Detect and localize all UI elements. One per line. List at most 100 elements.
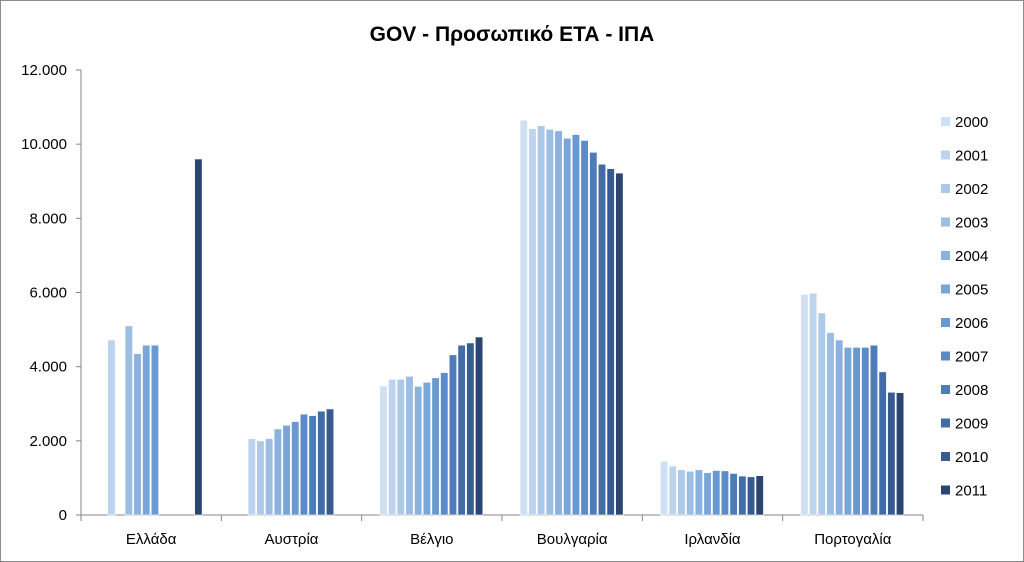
x-category-label: Αυστρία xyxy=(265,531,319,548)
bar xyxy=(308,415,317,516)
y-tick-label: 2.000 xyxy=(29,433,67,450)
bar xyxy=(325,408,335,516)
bar xyxy=(317,410,326,516)
bar xyxy=(133,353,142,516)
y-tick-label: 10.000 xyxy=(21,136,67,153)
bar xyxy=(422,381,431,516)
legend-label: 2009 xyxy=(955,416,988,433)
bar xyxy=(869,344,879,516)
bar xyxy=(843,347,852,516)
bar xyxy=(729,473,738,516)
bar xyxy=(686,470,695,516)
bar xyxy=(746,476,756,516)
legend-swatch xyxy=(941,385,950,394)
bar xyxy=(563,137,572,516)
bar xyxy=(291,421,300,516)
legend-swatch xyxy=(941,485,950,495)
bar xyxy=(817,312,826,516)
bar xyxy=(755,475,764,516)
legend-swatch xyxy=(941,284,950,294)
legend-swatch xyxy=(941,217,950,227)
legend-label: 2011 xyxy=(955,483,987,500)
bar xyxy=(142,344,151,516)
bar xyxy=(448,354,458,516)
bar xyxy=(388,378,397,516)
chart-axes: 0 2.000 4.000 6.000 8.000 10.000 12.000 Ελλάδα Α… xyxy=(21,62,924,548)
bar xyxy=(519,119,528,516)
legend-label: 2006 xyxy=(955,315,988,332)
bar xyxy=(475,336,484,516)
bar xyxy=(379,385,388,516)
bar xyxy=(852,347,861,516)
bar xyxy=(150,344,159,516)
bar xyxy=(528,128,537,516)
x-category-label: Βέλγιο xyxy=(410,531,453,548)
chart-legend: 2000 2001 2002 2003 2004 2005 2006 2007 2008 2009… xyxy=(941,114,988,500)
legend-swatch xyxy=(941,452,950,461)
legend-swatch xyxy=(941,351,950,361)
bar xyxy=(545,129,554,516)
legend-label: 2003 xyxy=(955,215,988,232)
bar xyxy=(265,438,274,516)
bar xyxy=(431,377,440,516)
bar xyxy=(660,460,669,516)
bar xyxy=(677,469,686,516)
bar xyxy=(457,344,466,516)
bar xyxy=(800,294,809,516)
bar xyxy=(703,472,712,516)
bar xyxy=(878,371,887,516)
legend-swatch xyxy=(941,117,950,126)
bar xyxy=(405,376,414,516)
bar xyxy=(124,325,133,516)
bar xyxy=(712,470,721,516)
bar xyxy=(554,130,563,516)
y-tick-label: 0 xyxy=(59,507,67,524)
legend-label: 2010 xyxy=(955,449,988,466)
y-tick-label: 4.000 xyxy=(29,359,67,376)
chart-bars xyxy=(107,119,905,516)
x-category-label: Βουλγαρία xyxy=(537,531,608,548)
legend-swatch xyxy=(941,418,950,428)
bar xyxy=(247,438,256,516)
bar xyxy=(256,440,265,516)
legend-label: 2004 xyxy=(955,248,988,265)
legend-label: 2007 xyxy=(955,349,988,366)
bar xyxy=(826,332,835,516)
bar xyxy=(537,125,546,516)
bar xyxy=(396,378,405,516)
bar xyxy=(571,134,580,516)
bar xyxy=(668,465,677,516)
bar xyxy=(896,392,905,516)
chart-title: GOV - Προσωπικό ΕΤΑ - ΙΠΑ xyxy=(370,23,655,46)
legend-swatch xyxy=(941,184,950,193)
bar xyxy=(440,372,449,516)
bar xyxy=(887,391,896,516)
bar xyxy=(194,158,203,516)
x-category-label: Πορτογαλία xyxy=(814,531,892,548)
bar xyxy=(738,475,747,516)
legend-swatch xyxy=(941,150,950,160)
bar xyxy=(299,413,308,516)
bar xyxy=(282,424,291,516)
legend-label: 2008 xyxy=(955,382,988,399)
bar xyxy=(835,339,844,516)
bar xyxy=(615,172,624,516)
legend-label: 2005 xyxy=(955,282,988,299)
bar xyxy=(861,347,870,516)
bar xyxy=(606,168,615,516)
x-category-label: Ιρλανδία xyxy=(684,531,741,548)
legend-swatch xyxy=(941,251,950,260)
bar xyxy=(107,339,116,516)
bar xyxy=(414,386,423,516)
bar xyxy=(597,163,607,516)
legend-label: 2001 xyxy=(955,148,988,165)
legend-label: 2002 xyxy=(955,181,988,198)
bar xyxy=(589,152,598,516)
bar xyxy=(273,428,282,516)
y-tick-label: 6.000 xyxy=(29,285,67,302)
bar xyxy=(580,140,589,516)
y-tick-label: 8.000 xyxy=(29,210,67,227)
bar xyxy=(809,292,818,516)
legend-label: 2000 xyxy=(955,114,988,131)
